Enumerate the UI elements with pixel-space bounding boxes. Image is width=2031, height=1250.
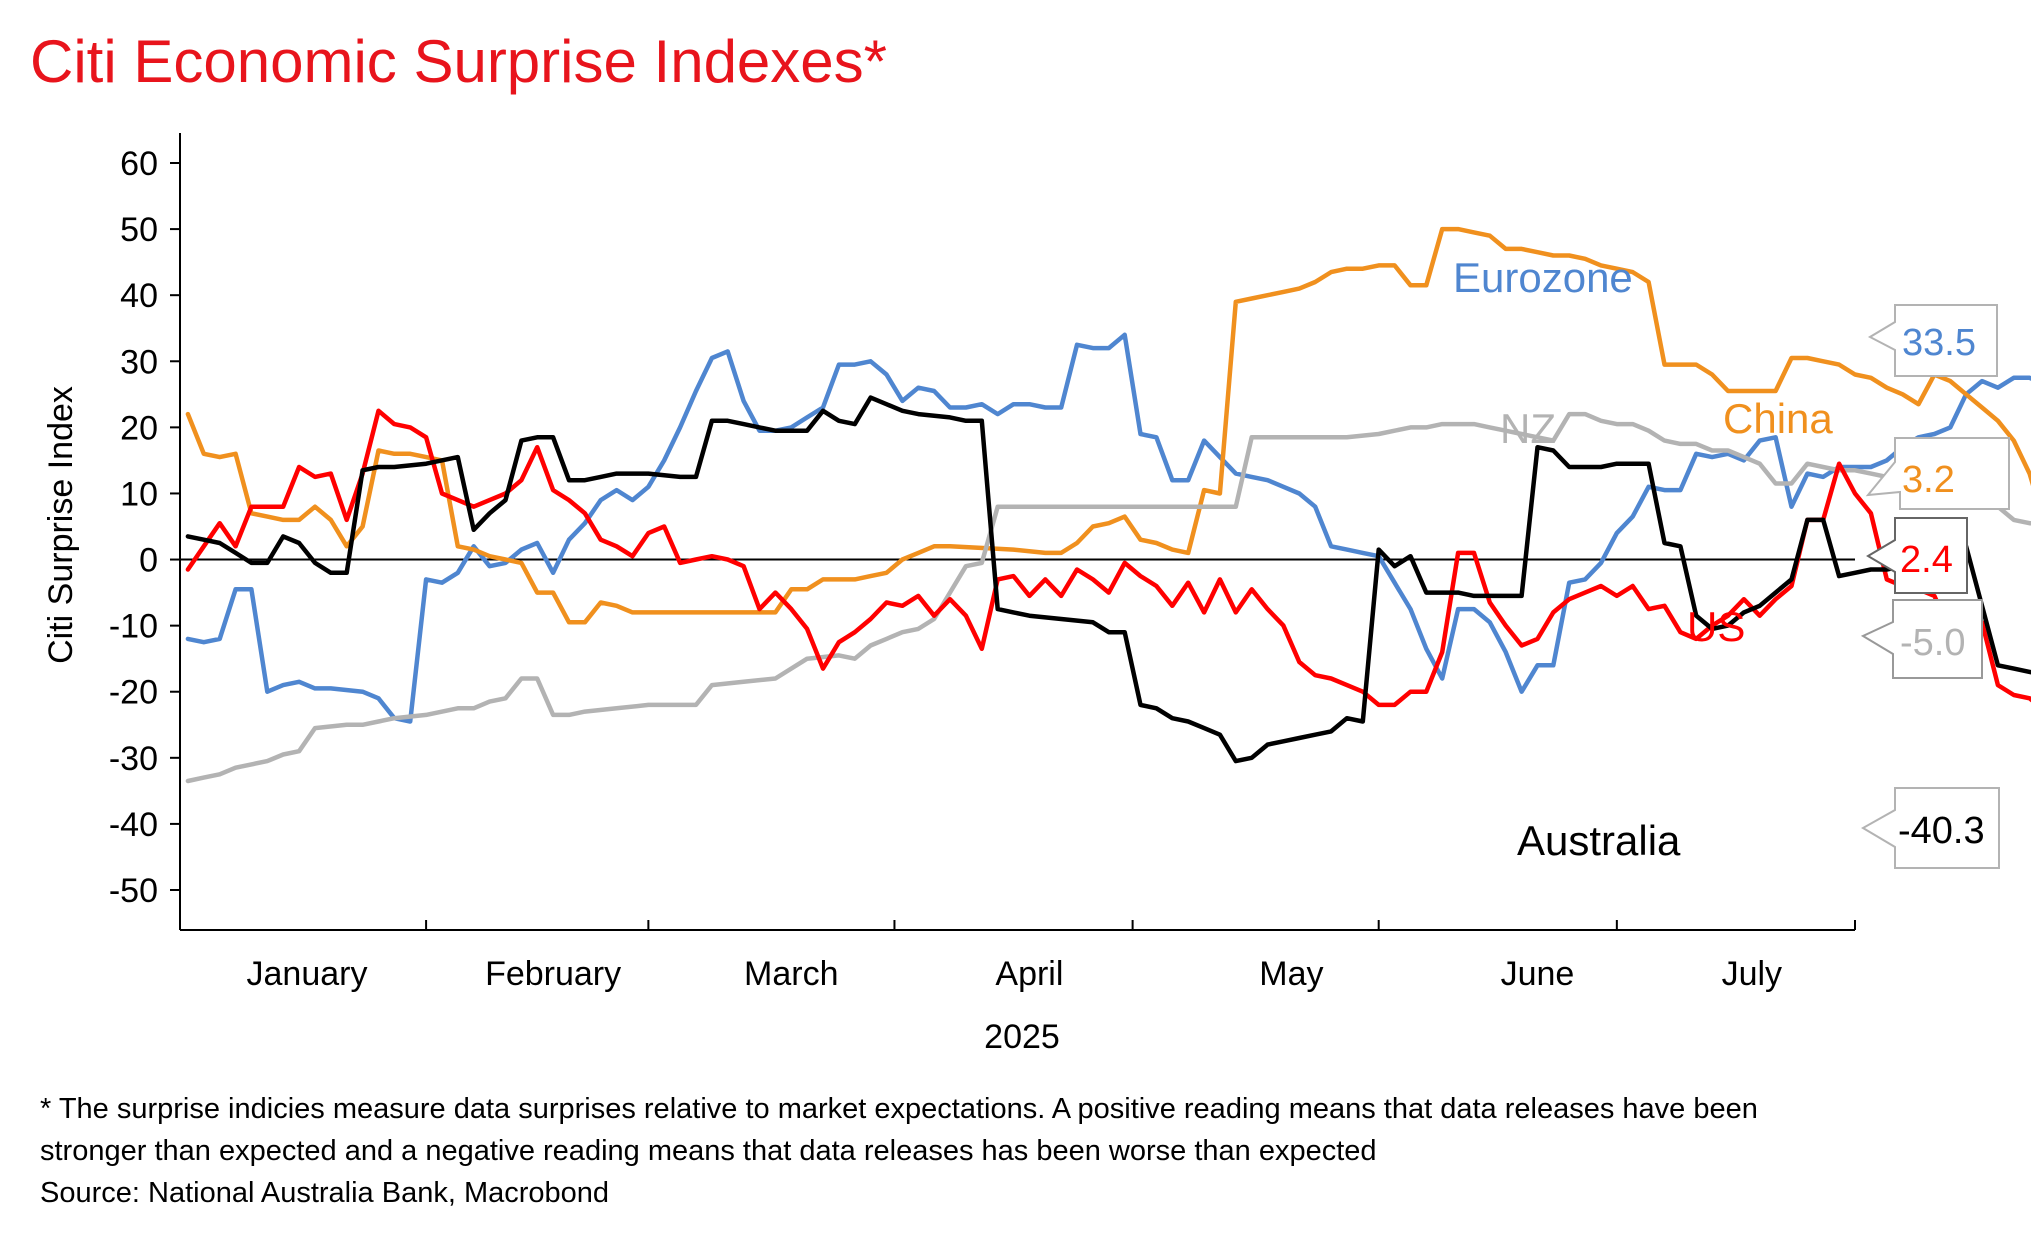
footnote-line-1: * The surprise indicies measure data sur… [40,1093,1758,1125]
nz-series-label: NZ [1500,405,1556,452]
series-lines [185,226,2031,784]
china-series-label: China [1723,395,1833,442]
x-tick-label: June [1501,955,1575,993]
y-tick-label: 20 [120,409,158,447]
us-series-line [185,408,2031,708]
x-tick-label: January [247,955,368,993]
australia-end-callout: -40.3 [1861,787,2000,869]
x-axis: January February March April May June July [179,558,1856,993]
y-tick-label: 10 [120,475,158,513]
source-note: Source: National Australia Bank, Macrobo… [40,1177,609,1209]
y-tick-label: 60 [120,145,158,183]
y-tick-label: -20 [109,674,158,712]
china-series-line [185,226,2031,625]
footnote-line-2: stronger than expected and a negative re… [40,1135,1377,1167]
eurozone-end-value: 33.5 [1902,322,1976,364]
x-tick-label: July [1722,955,1782,993]
y-tick-label: 50 [120,211,158,249]
x-tick-label: February [485,955,621,993]
x-axis-year-label: 2025 [984,1018,1060,1056]
nz-series-line [185,411,2031,784]
nz-end-value: -5.0 [1900,622,1965,664]
australia-series-label: Australia [1517,817,1681,864]
us-end-callout: 2.4 [1866,517,1968,594]
y-tick-label: 30 [120,343,158,381]
us-end-value: 2.4 [1900,539,1953,581]
eurozone-series-label: Eurozone [1453,254,1633,301]
y-axis: 60 50 40 30 20 10 0 -10 -20 -30 -40 -50 [109,133,181,930]
china-end-value: 3.2 [1902,459,1955,501]
plot-area: 60 50 40 30 20 10 0 -10 -20 -30 -40 -50 January Febr… [109,133,2031,993]
us-series-label: US [1687,603,1745,650]
x-tick-label: April [995,955,1063,993]
y-tick-label: -50 [109,872,158,910]
y-axis-label: Citi Surprise Index [42,386,80,664]
y-tick-label: 40 [120,277,158,315]
nz-end-callout: -5.0 [1860,599,1983,679]
y-tick-label: 0 [139,542,158,580]
eurozone-end-callout: 33.5 [1867,304,1998,377]
australia-end-value: -40.3 [1898,810,1985,852]
x-tick-label: March [744,955,838,993]
y-tick-label: -10 [109,608,158,646]
y-tick-label: -30 [109,740,158,778]
y-tick-label: -40 [109,806,158,844]
china-end-callout: 3.2 [1865,437,2010,510]
chart-title: Citi Economic Surprise Indexes* [30,28,887,95]
x-tick-label: May [1259,955,1323,993]
eurozone-series-line [185,332,2031,724]
